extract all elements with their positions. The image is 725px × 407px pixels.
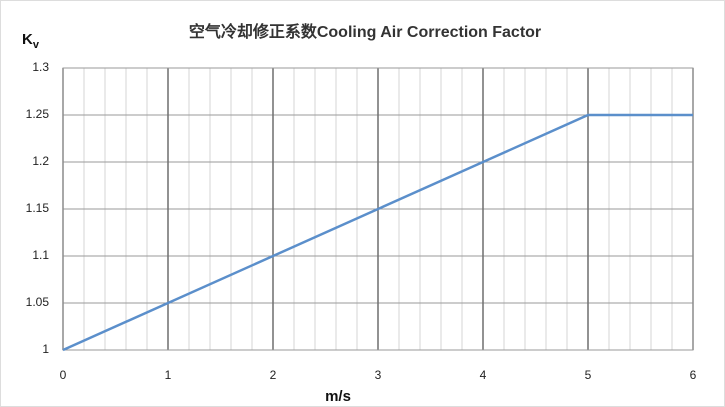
x-tick-label: 4: [480, 368, 487, 382]
x-axis-title: m/s: [325, 388, 351, 405]
x-tick-label: 0: [60, 368, 67, 382]
y-axis-title-sub: v: [33, 39, 40, 51]
y-axis-title: Kv: [22, 31, 40, 51]
y-tick-label: 1.2: [32, 154, 49, 168]
line: [62, 113, 693, 352]
y-axis-title-main: K: [22, 31, 33, 48]
plot-border: [62, 67, 694, 351]
y-tick-label: 1.05: [26, 295, 50, 309]
y-tick-label: 1.3: [32, 60, 49, 74]
y-tick-label: 1.25: [26, 107, 50, 121]
x-tick-label: 5: [585, 368, 592, 382]
x-tick-label: 3: [375, 368, 382, 382]
y-tick-label: 1.15: [26, 201, 50, 215]
y-tick-label: 1: [42, 342, 49, 356]
x-tick-label: 6: [690, 368, 697, 382]
x-tick-label: 1: [165, 368, 172, 382]
y-tick-label: 1.1: [32, 248, 49, 262]
x-tick-label: 2: [270, 368, 277, 382]
chart-title: 空气冷却修正系数Cooling Air Correction Factor: [189, 22, 541, 41]
